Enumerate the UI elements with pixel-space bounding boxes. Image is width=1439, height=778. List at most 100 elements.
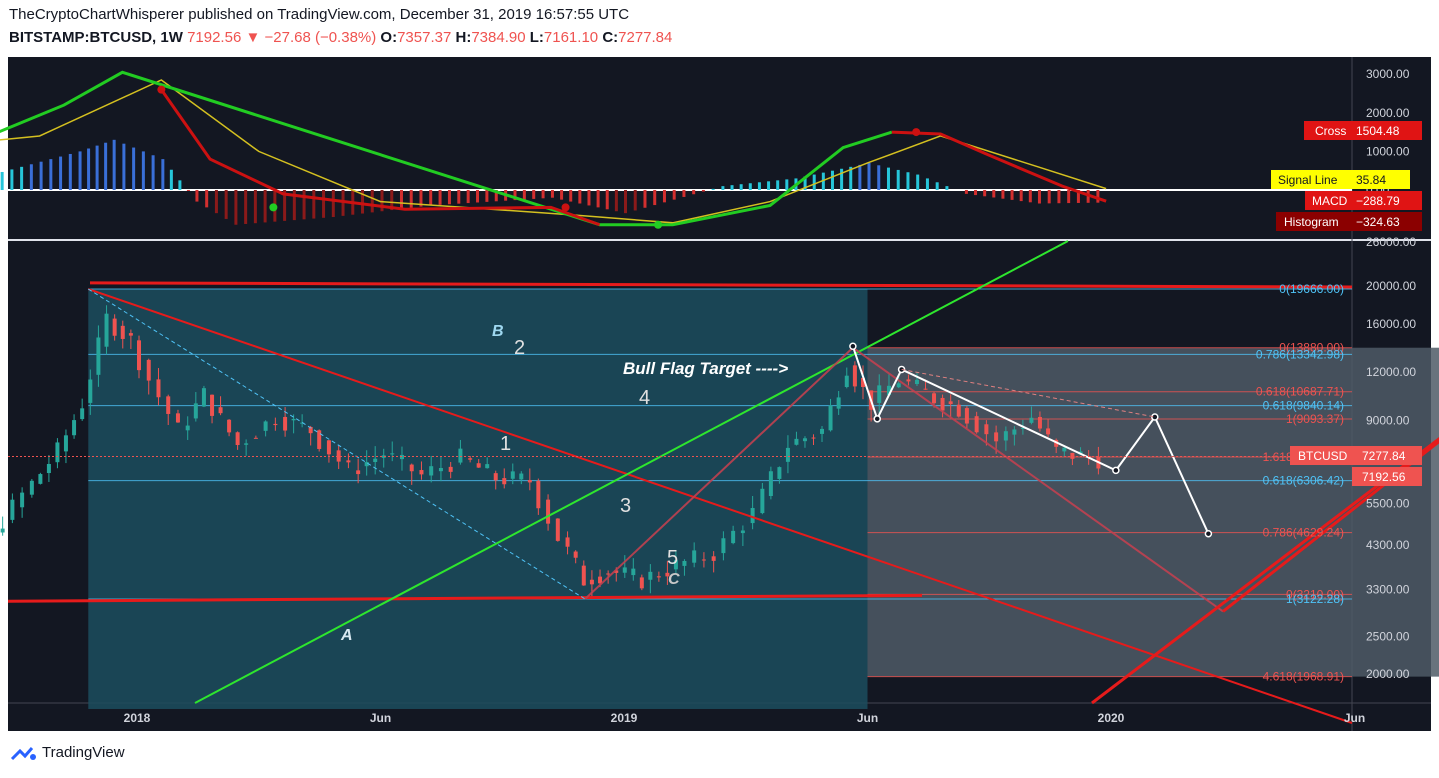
candle-body [536, 480, 541, 509]
macd-axis-tick: 3000.00 [1366, 67, 1410, 81]
macd-axis-tick: 1000.00 [1366, 144, 1410, 158]
candle-body [546, 499, 551, 524]
candle-body [648, 571, 653, 580]
price-axis-tick: 3300.00 [1366, 583, 1410, 597]
wave-label-a: A [340, 627, 353, 644]
tradingview-footer[interactable]: TradingView [10, 744, 125, 761]
histogram-bar [785, 179, 789, 190]
time-axis-tick: 2019 [611, 711, 638, 725]
candle-body [1020, 427, 1025, 429]
candle-body [932, 393, 937, 404]
resistance-line [89, 281, 1353, 289]
histogram-bar [1028, 190, 1032, 203]
wave-channel [901, 368, 1155, 418]
candle-body [88, 379, 93, 403]
histogram-bar [244, 190, 248, 224]
ascending-trendline [194, 240, 1069, 704]
signal-line-value: 35.84 [1356, 173, 1386, 187]
macd-axis-tick: 2000.00 [1366, 106, 1410, 120]
candle-body [760, 488, 765, 514]
histogram-bar [560, 190, 564, 200]
candle-body [336, 450, 341, 462]
histogram-bar [1037, 190, 1041, 204]
open-value: 7357.37 [397, 29, 452, 46]
cross-marker [157, 85, 166, 94]
wave-point [873, 415, 881, 423]
candle-body [291, 418, 296, 421]
histogram-bar [992, 190, 996, 198]
wave-label-4: 4 [639, 387, 650, 409]
candle-body [984, 424, 989, 435]
wave-point [1112, 466, 1120, 475]
candle-body [128, 333, 133, 336]
price-axis-tick: 20000.00 [1366, 279, 1416, 293]
histogram-bar [858, 164, 862, 190]
candle-body [598, 576, 603, 584]
histogram-tag: Histogram [1284, 215, 1339, 229]
histogram-bar [653, 190, 657, 206]
publish-info: TheCryptoChartWhisperer published on Tra… [9, 6, 630, 23]
fib-label: 0.786(4629.24) [1263, 526, 1344, 540]
histogram-bar [550, 190, 554, 198]
candle-body [20, 492, 25, 508]
candle-body [429, 466, 434, 476]
bull-flag-label: Bull Flag Target ----> [623, 359, 788, 378]
histogram-bar [624, 190, 627, 214]
high-label: H: [455, 29, 472, 46]
candle-body [356, 470, 361, 475]
down-triangle-icon: ▼ [245, 29, 261, 46]
candle-body [665, 572, 670, 577]
candle-body [974, 416, 979, 433]
histogram-bar [945, 186, 949, 190]
candle-body [1046, 428, 1051, 435]
candle-body [802, 438, 807, 442]
candle-body [1070, 452, 1075, 459]
candle-body [711, 556, 716, 561]
histogram-bar [322, 190, 326, 218]
histogram-bar [1010, 190, 1014, 200]
wave-label-5: 5 [667, 547, 678, 569]
candle-body [253, 437, 258, 439]
price-axis-tick: 16000.00 [1366, 317, 1416, 331]
candle-body [185, 425, 190, 431]
histogram-bar [151, 155, 155, 190]
cross-marker [269, 203, 278, 212]
histogram-bar [186, 190, 190, 191]
histogram-bar [49, 159, 53, 190]
fib-label: 0.618(10687.71) [1256, 385, 1344, 399]
time-axis-tick: Jun [857, 711, 878, 725]
candle-body [1054, 439, 1059, 447]
candle-body [701, 559, 706, 561]
candle-body [1012, 429, 1017, 435]
candle-body [565, 537, 570, 547]
candle-body [193, 403, 198, 419]
candle-body [72, 420, 77, 436]
candle-body [877, 385, 882, 403]
histogram-bar [830, 170, 834, 190]
tradingview-logo-icon [10, 746, 36, 760]
wave-label-1: 1 [500, 433, 511, 455]
fib-label: 0(3210.00) [1286, 587, 1344, 601]
close-value: 7277.84 [618, 29, 673, 46]
support-line [7, 593, 923, 603]
price-axis-tick: 26000.00 [1366, 235, 1416, 249]
candle-body [721, 538, 726, 554]
time-axis-tick: 2020 [1098, 711, 1125, 725]
histogram-bar [283, 190, 287, 221]
price-axis-tick: 9000.00 [1366, 414, 1410, 428]
candle-body [844, 375, 849, 388]
fib-label: 1(9093.37) [1286, 412, 1344, 426]
histogram-bar [253, 190, 257, 224]
candle-body [1003, 431, 1008, 441]
histogram-bar [302, 190, 306, 220]
histogram-bar [532, 190, 536, 199]
cross-value: 1504.48 [1356, 124, 1400, 138]
histogram-bar [214, 190, 218, 214]
wave-label-2: 2 [514, 337, 525, 359]
histogram-bar [605, 190, 609, 210]
cross-tag: Cross [1315, 124, 1346, 138]
histogram-bar [390, 190, 394, 211]
histogram-bar [312, 190, 316, 219]
fib-label: 4.618(1968.91) [1263, 670, 1344, 684]
